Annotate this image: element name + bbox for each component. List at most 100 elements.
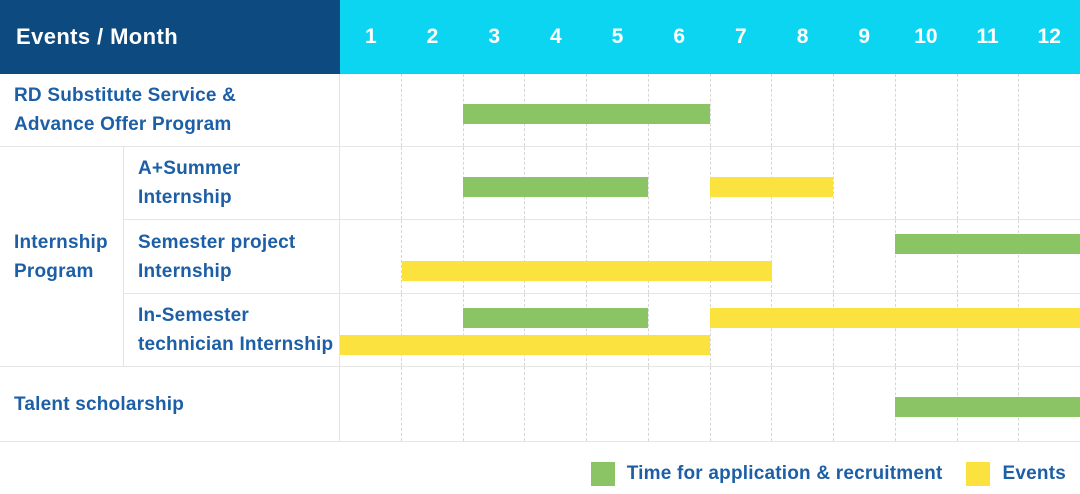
month-header-cell: 9 <box>858 25 871 48</box>
row-label: Semester project Internship <box>124 220 340 293</box>
month-grid-cell <box>709 367 772 441</box>
month-grid-cell <box>586 294 648 366</box>
month-grid-cell <box>462 367 525 441</box>
month-grid-cell <box>340 74 401 146</box>
bar-application <box>895 397 1080 417</box>
schedule-row: Talent scholarship <box>0 367 1080 442</box>
legend-label-application: Time for application & recruitment <box>626 463 943 484</box>
row-label: In-Semester technician Internship <box>124 294 340 366</box>
row-label-line: Advance Offer Program <box>14 114 232 135</box>
month-grid-cell <box>771 220 833 293</box>
events-month-header-cell: Events / Month <box>0 0 340 74</box>
month-grid-cell <box>586 367 648 441</box>
month-grid-cell <box>524 294 586 366</box>
row-label-line: In-Semester <box>138 305 249 326</box>
row-label-line: A+Summer <box>138 158 241 179</box>
month-grid-cell <box>833 367 895 441</box>
month-header-cell: 8 <box>796 25 809 48</box>
month-grid-cell <box>833 147 895 219</box>
bar-application <box>463 308 649 328</box>
row-label: A+Summer Internship <box>124 147 340 219</box>
month-grid-cell <box>462 74 525 146</box>
month-header-cell: 1 <box>364 25 377 48</box>
month-header-cell: 7 <box>735 25 747 48</box>
bar-events <box>340 335 710 355</box>
group-label-line: Internship <box>14 231 108 253</box>
bar-events <box>710 177 834 197</box>
header-row: Events / Month 1 2 3 4 5 6 7 8 9 10 11 12 <box>0 0 1080 74</box>
month-header-cell: 12 <box>1037 25 1061 48</box>
schedule-table: Events / Month 1 2 3 4 5 6 7 8 9 10 11 12 RD Substi… <box>0 0 1080 442</box>
month-grid-cell <box>1018 294 1080 366</box>
row-label: Talent scholarship <box>0 367 340 441</box>
month-grid-cell <box>894 294 957 366</box>
legend-label-events: Events <box>1002 463 1066 484</box>
month-grid-cell <box>524 220 586 293</box>
month-grid-cell <box>400 367 463 441</box>
month-grid-cell <box>340 220 401 293</box>
month-header-cell: 11 <box>976 25 999 48</box>
row-label-line: Internship <box>138 187 232 208</box>
schedule-row: RD Substitute Service & Advance Offer Pro… <box>0 74 1080 147</box>
row-label-line: Internship <box>138 260 232 282</box>
month-grid-cell <box>647 147 710 219</box>
row-plot-area <box>340 367 1080 441</box>
bar-application <box>463 104 710 124</box>
month-grid-cell <box>833 74 895 146</box>
month-grid-cell <box>771 367 833 441</box>
bar-events <box>710 308 1080 328</box>
month-grid-cell <box>1018 147 1080 219</box>
month-header-cell: 10 <box>914 25 938 48</box>
month-header-cell: 2 <box>426 25 439 48</box>
month-grid-cell <box>400 294 463 366</box>
row-plot-area <box>340 294 1080 366</box>
month-header-cell: 6 <box>673 25 686 48</box>
group-cell-internship-program: Internship Program <box>0 147 124 367</box>
month-grid-cell <box>771 74 833 146</box>
month-grid-cell <box>462 294 525 366</box>
month-grid-cell <box>400 147 463 219</box>
month-grid-cell <box>400 74 463 146</box>
legend-swatch-events <box>966 462 991 486</box>
month-grid-cell <box>709 147 772 219</box>
month-grid-cell <box>833 294 895 366</box>
month-grid-cell <box>709 294 772 366</box>
month-grid-cell <box>771 294 833 366</box>
legend-item-application: Time for application & recruitment <box>590 462 943 486</box>
month-grid-cell <box>340 294 401 366</box>
month-grid-cell <box>1018 74 1080 146</box>
month-grid-cell <box>647 367 710 441</box>
month-grid-cell <box>647 220 710 293</box>
row-label-line: Semester project <box>138 231 296 253</box>
month-grid-cell <box>894 220 957 293</box>
month-grid-cell <box>894 74 957 146</box>
month-grid-cell <box>956 220 1019 293</box>
month-header-cell: 3 <box>488 25 501 48</box>
legend-item-events: Events <box>966 462 1066 486</box>
schedule-row: Semester project Internship <box>0 220 1080 294</box>
month-grid-cell <box>586 220 648 293</box>
schedule-row: In-Semester technician Internship <box>0 294 1080 367</box>
month-grid-cell <box>462 147 525 219</box>
row-plot-area <box>340 74 1080 146</box>
month-grid-cell <box>709 220 772 293</box>
row-plot-area <box>340 220 1080 293</box>
row-label: RD Substitute Service & Advance Offer Pro… <box>0 74 340 146</box>
row-label-line: RD Substitute Service & <box>14 85 237 106</box>
bar-events <box>401 261 772 281</box>
row-plot-area <box>340 147 1080 219</box>
month-grid-cell <box>1018 220 1080 293</box>
month-grid-cell <box>956 74 1019 146</box>
month-header-cell: 5 <box>611 25 624 48</box>
month-header-strip: 1 2 3 4 5 6 7 8 9 10 11 12 <box>340 0 1080 74</box>
month-grid-cell <box>524 367 586 441</box>
month-grid-cell <box>833 220 895 293</box>
schedule-body: RD Substitute Service & Advance Offer Pro… <box>0 74 1080 442</box>
month-grid-cell <box>956 147 1019 219</box>
month-grid-cell <box>400 220 463 293</box>
month-grid-cell <box>709 74 772 146</box>
month-grid-cell <box>462 220 525 293</box>
bar-application <box>463 177 649 197</box>
bar-application <box>895 234 1080 254</box>
